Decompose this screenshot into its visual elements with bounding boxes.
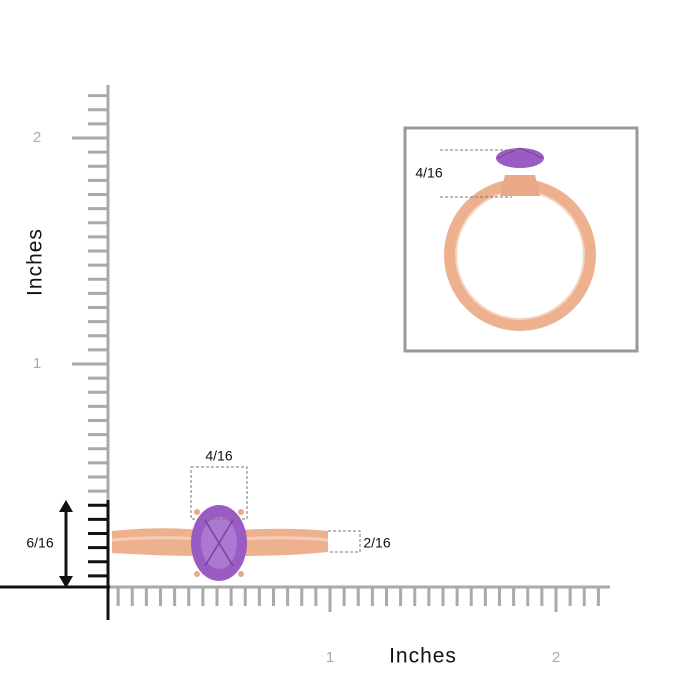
gem-width-label: 4/16 bbox=[205, 448, 232, 464]
height-label: 6/16 bbox=[26, 535, 53, 551]
x-tick-label: 1 bbox=[326, 649, 334, 666]
ring-side bbox=[111, 505, 329, 581]
ruler bbox=[72, 94, 600, 612]
y-axis-label: Inches bbox=[24, 228, 47, 296]
band-width-label: 2/16 bbox=[363, 535, 390, 551]
y-tick-label: 1 bbox=[33, 355, 41, 372]
height-arrow bbox=[59, 500, 73, 588]
gem-width-guide bbox=[190, 466, 248, 520]
inset-gem-height-label: 4/16 bbox=[415, 165, 442, 181]
ring-front bbox=[444, 147, 596, 331]
x-tick-label: 2 bbox=[552, 649, 560, 666]
x-axis-label: Inches bbox=[389, 645, 457, 668]
y-tick-label: 2 bbox=[33, 129, 41, 146]
band-width-guide bbox=[328, 530, 361, 553]
